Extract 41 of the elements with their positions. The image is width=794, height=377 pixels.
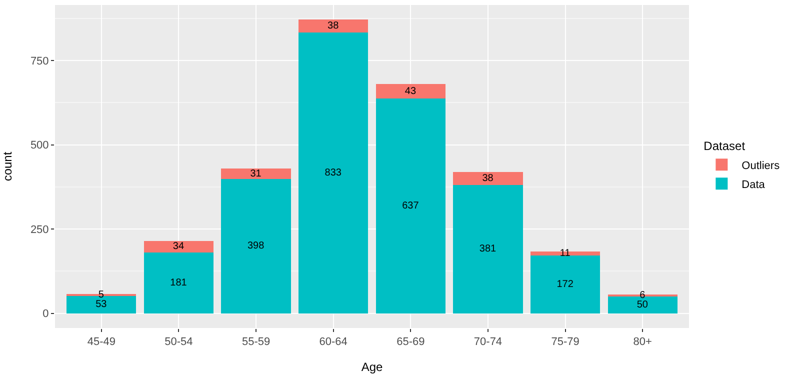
x-tick-label: 65-69 — [396, 336, 425, 348]
data-label: 172 — [556, 278, 574, 290]
data-label: 637 — [402, 200, 420, 212]
x-tick-label: 75-79 — [551, 336, 580, 348]
data-label: 381 — [479, 244, 497, 255]
data-label: 181 — [170, 277, 188, 288]
bar — [298, 20, 368, 32]
bar — [144, 240, 214, 252]
legend-label: Data — [742, 178, 766, 191]
legend-title: Dataset — [704, 139, 746, 154]
data-label: 31 — [250, 168, 262, 180]
x-tick-label: 80+ — [633, 336, 652, 348]
bar — [298, 32, 368, 314]
legend-label: Outliers — [742, 160, 780, 172]
x-tick-label: 60-64 — [319, 336, 348, 348]
bar — [453, 184, 523, 314]
data-label: 34 — [172, 241, 184, 252]
y-tick-label: 250 — [30, 224, 49, 236]
data-label: 38 — [482, 172, 494, 184]
bar — [221, 168, 291, 180]
x-tick-label: 55-59 — [242, 336, 270, 348]
data-label: 53 — [96, 298, 108, 310]
data-label: 50 — [636, 299, 648, 310]
data-label: 833 — [324, 167, 342, 178]
y-tick-label: 750 — [30, 55, 49, 68]
y-tick-label: 500 — [30, 140, 49, 152]
x-axis-title: Age — [361, 360, 383, 374]
bar — [376, 84, 446, 99]
y-tick-label: 0 — [42, 308, 49, 320]
bar — [221, 179, 291, 314]
data-label: 38 — [328, 20, 340, 32]
bar — [376, 98, 446, 314]
x-tick-label: 50-54 — [164, 336, 193, 348]
x-tick-label: 70-74 — [474, 336, 502, 348]
x-tick-label: 45-49 — [87, 336, 116, 348]
y-axis-title: count — [0, 151, 15, 182]
bar — [453, 172, 523, 185]
bar — [144, 252, 214, 314]
bar — [530, 255, 600, 314]
data-label: 43 — [404, 86, 416, 97]
data-label: 398 — [247, 240, 265, 252]
